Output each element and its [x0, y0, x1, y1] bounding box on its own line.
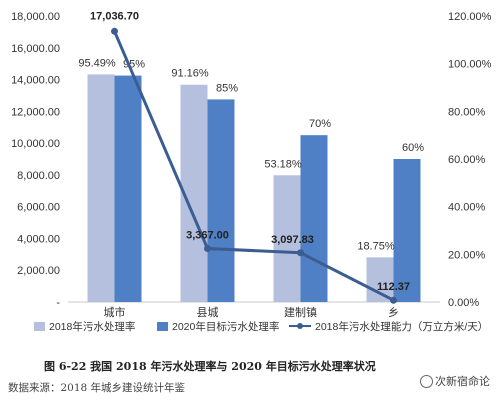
bar-2020-target-rate — [207, 99, 235, 303]
chart-source: 数据来源：2018 年城乡建设统计年鉴 — [8, 382, 186, 394]
bar-2018-treatment-rate — [366, 257, 394, 302]
bar-2020-data-label: 85% — [216, 82, 238, 94]
line-capacity-data-label: 112.37 — [377, 281, 410, 293]
chart-svg: - 2,000.00 4,000.00 6,000.00 8,000.00 10,000.… — [11, 10, 492, 333]
bar-2020-data-label: 60% — [402, 142, 424, 154]
right-axis-tick-label: 20.00% — [448, 249, 486, 261]
bar-2018-treatment-rate — [273, 175, 301, 302]
left-axis-tick-label: 16,000.00 — [11, 43, 60, 55]
left-axis-tick-label: 12,000.00 — [11, 106, 60, 118]
right-axis-tick-label: 0.00% — [448, 297, 479, 309]
left-axis-tick-label: 10,000.00 — [11, 138, 60, 150]
bar-2018-data-label: 53.18% — [264, 158, 302, 170]
line-2018-capacity — [113, 30, 395, 302]
watermark-logo-icon — [420, 375, 433, 388]
watermark: 次新宿命论 — [420, 373, 490, 389]
left-axis-tick-label: 14,000.00 — [11, 75, 60, 87]
bar-2018-data-label: 95.49% — [78, 57, 116, 69]
bar-2020-target-rate — [393, 159, 421, 302]
bar-2018-data-label: 18.75% — [357, 240, 395, 252]
line-capacity-data-label: 17,036.70 — [90, 10, 139, 22]
left-axis-tick-label: 8,000.00 — [17, 170, 60, 182]
line-2018-capacity-point — [297, 249, 304, 257]
line-2018-capacity-point — [204, 245, 211, 253]
right-axis-tick-label: 100.00% — [448, 59, 492, 71]
legend-label-2018-rate: 2018年污水处理率 — [49, 320, 135, 333]
line-2018-capacity-point — [111, 27, 118, 35]
bar-2018-data-label: 91.16% — [171, 68, 209, 80]
left-axis-tick-label: - — [56, 297, 60, 309]
left-axis-tick-label: 6,000.00 — [17, 202, 60, 214]
right-axis-tick-label: 40.00% — [448, 202, 486, 214]
x-axis-category-label: 县城 — [197, 306, 219, 319]
x-axis-category-label: 城市 — [104, 305, 126, 319]
legend-swatch-2018-rate — [34, 322, 45, 331]
bar-2020-target-rate — [114, 75, 142, 302]
legend-swatch-2020-target — [157, 322, 168, 331]
chart-title: 图 6-22 我国 2018 年污水处理率与 2020 年目标污水处理率状况 — [44, 360, 376, 373]
right-axis-tick-label: 80.00% — [448, 106, 486, 118]
line-2018-capacity-point — [390, 296, 397, 304]
left-axis-tick-label: 2,000.00 — [17, 265, 60, 277]
bar-2020-data-label: 70% — [309, 118, 331, 130]
right-axis-tick-label: 120.00% — [448, 11, 492, 23]
x-axis-category-label: 乡 — [388, 306, 399, 319]
right-axis-tick-label: 60.00% — [448, 154, 486, 166]
bar-2020-target-rate — [300, 135, 328, 302]
legend-label-2018-capacity: 2018年污水处理能力（万立方米/天） — [315, 320, 488, 333]
x-axis-category-label: 建制镇 — [284, 305, 317, 319]
left-axis-tick-label: 18,000.00 — [11, 11, 60, 23]
line-capacity-data-label: 3,097.83 — [271, 234, 314, 246]
line-capacity-data-label: 3,367.00 — [186, 230, 229, 242]
legend-label-2020-target: 2020年目标污水处理率 — [172, 320, 279, 333]
legend-marker-2018-capacity — [297, 323, 303, 329]
watermark-text: 次新宿命论 — [435, 376, 490, 388]
bar-2018-treatment-rate — [87, 74, 115, 302]
left-axis-tick-label: 4,000.00 — [17, 233, 60, 245]
